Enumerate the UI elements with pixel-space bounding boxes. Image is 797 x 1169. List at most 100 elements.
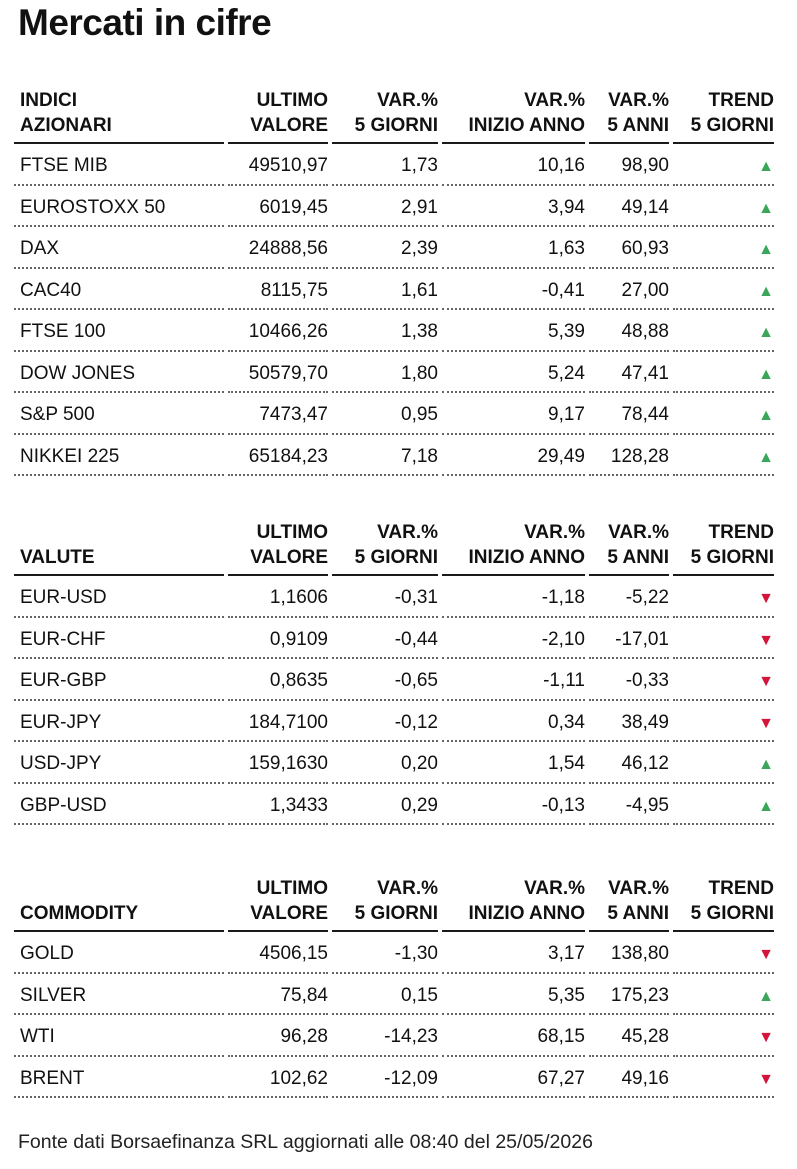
indici-cell-name: S&P 500 <box>20 404 95 425</box>
row-divider <box>228 615 328 618</box>
table-row: EUR-JPY 184,7100 -0,12 0,34 38,49 ▼ <box>14 701 780 742</box>
row-divider <box>332 432 438 435</box>
indici-cell-var5d: 2,39 <box>401 238 438 259</box>
row-divider <box>14 183 224 186</box>
header-rule <box>228 142 328 144</box>
header-rule <box>14 142 224 144</box>
commodity-header-var5y-line: VAR.% <box>608 878 669 899</box>
indici-cell-varytd: 5,39 <box>548 321 585 342</box>
indici-cell-varytd: 5,24 <box>548 362 585 384</box>
indici-cell-trend: ▲ <box>673 435 774 477</box>
row-divider <box>228 432 328 435</box>
valute-header-last: ULTIMO VALORE <box>228 520 328 570</box>
trend-up-icon: ▲ <box>758 756 774 773</box>
indici-cell-var5y: 98,90 <box>621 155 669 176</box>
commodity-header-name-line: COMMODITY <box>20 903 139 924</box>
valute-cell-var5y: 38,49 <box>621 711 669 733</box>
row-divider <box>332 740 438 742</box>
row-divider <box>14 1013 224 1015</box>
row-divider <box>589 740 669 742</box>
indici-cell-var5d: 1,73 <box>401 155 438 176</box>
table-row: CAC40 8115,75 1,61 -0,41 27,00 ▲ <box>14 269 780 310</box>
indici-cell-last: 24888,56 <box>248 238 328 259</box>
header-rule <box>589 574 669 576</box>
row-divider <box>442 781 585 784</box>
commodity-cell-var5d: -12,09 <box>384 1067 438 1089</box>
valute-cell-varytd: 0,34 <box>548 711 585 733</box>
row-divider <box>228 1054 328 1057</box>
row-divider <box>442 308 585 310</box>
row-divider <box>589 781 669 784</box>
row-divider <box>589 183 669 186</box>
commodity-cell-var5y: 49,16 <box>621 1067 669 1089</box>
row-divider <box>228 781 328 784</box>
indici-header-trend: TREND 5 GIORNI <box>673 88 774 138</box>
valute-header-last-line: ULTIMO <box>256 522 328 543</box>
valute-header-trend: TREND 5 GIORNI <box>673 520 774 570</box>
indici-cell-var5d: 1,38 <box>401 321 438 342</box>
commodity-header-var5d-line: 5 GIORNI <box>354 903 438 924</box>
row-divider <box>14 615 224 618</box>
header-rule <box>442 574 585 576</box>
header-rule <box>332 142 438 144</box>
row-divider <box>332 1096 438 1098</box>
row-divider <box>228 1013 328 1015</box>
valute-header-last-line: VALORE <box>250 547 328 568</box>
row-divider <box>228 823 328 825</box>
table-row: USD-JPY 159,1630 0,20 1,54 46,12 ▲ <box>14 742 780 784</box>
commodity-header-varytd: VAR.% INIZIO ANNO <box>442 876 585 926</box>
row-divider <box>332 971 438 974</box>
trend-up-icon: ▲ <box>758 407 774 424</box>
indici-cell-last: 8115,75 <box>260 279 328 301</box>
indici-header-varytd-line: VAR.% <box>524 90 585 111</box>
valute-cell-last: 0,8635 <box>269 670 328 691</box>
valute-header-varytd-line: VAR.% <box>524 522 585 543</box>
trend-up-icon: ▲ <box>758 282 774 300</box>
header-rule <box>673 930 774 932</box>
row-divider <box>228 657 328 659</box>
valute-cell-last: 184,7100 <box>248 711 328 733</box>
commodity-header-name-line <box>20 876 224 901</box>
row-divider <box>14 823 224 825</box>
indici-cell-name: FTSE MIB <box>20 155 108 176</box>
row-divider <box>589 308 669 310</box>
indici-cell-last: 65184,23 <box>248 445 328 467</box>
trend-up-icon: ▲ <box>758 987 774 1005</box>
row-divider <box>228 740 328 742</box>
commodity-header-var5y: VAR.% 5 ANNI <box>589 876 669 926</box>
commodity-header-row: COMMODITY ULTIMO VALORE VAR.% 5 GIORNI VAR.% I… <box>14 876 780 932</box>
commodity-cell-name: SILVER <box>20 984 87 1006</box>
row-divider <box>673 615 774 618</box>
valute-header-trend-line: 5 GIORNI <box>690 547 774 568</box>
commodity-table: COMMODITY ULTIMO VALORE VAR.% 5 GIORNI VAR.% I… <box>14 876 780 1098</box>
indici-cell-var5d: 2,91 <box>401 196 438 218</box>
valute-header-trend-line: TREND <box>708 522 774 543</box>
row-divider <box>442 1013 585 1015</box>
row-divider <box>228 349 328 352</box>
row-divider <box>589 474 669 476</box>
indici-header-var5d: VAR.% 5 GIORNI <box>332 88 438 138</box>
trend-up-icon: ▲ <box>758 158 774 175</box>
indici-cell-trend: ▲ <box>673 310 774 352</box>
row-divider <box>589 971 669 974</box>
trend-down-icon: ▼ <box>758 1029 774 1046</box>
valute-header-var5y: VAR.% 5 ANNI <box>589 520 669 570</box>
indici-cell-varytd: -0,41 <box>541 279 585 301</box>
trend-up-icon: ▲ <box>758 448 774 466</box>
indici-header-name-line: AZIONARI <box>20 115 112 136</box>
row-divider <box>673 740 774 742</box>
valute-cell-last: 159,1630 <box>248 753 328 774</box>
commodity-cell-varytd: 5,35 <box>548 984 585 1006</box>
commodity-header-trend-line: TREND <box>708 878 774 899</box>
valute-header-name-line: VALUTE <box>20 547 95 568</box>
indici-cell-trend: ▲ <box>673 186 774 228</box>
trend-down-icon: ▼ <box>758 590 774 607</box>
valute-header-row: VALUTE ULTIMO VALORE VAR.% 5 GIORNI VAR.% INIZ… <box>14 520 780 576</box>
row-divider <box>442 1096 585 1098</box>
valute-cell-name: GBP-USD <box>20 794 107 816</box>
indici-header-row: INDICI AZIONARI ULTIMO VALORE VAR.% 5 GIORNI V… <box>14 88 780 144</box>
row-divider <box>589 823 669 825</box>
valute-cell-var5d: -0,31 <box>394 587 438 608</box>
valute-header-name-line <box>20 520 224 545</box>
valute-table: VALUTE ULTIMO VALORE VAR.% 5 GIORNI VAR.% INIZ… <box>14 520 780 825</box>
